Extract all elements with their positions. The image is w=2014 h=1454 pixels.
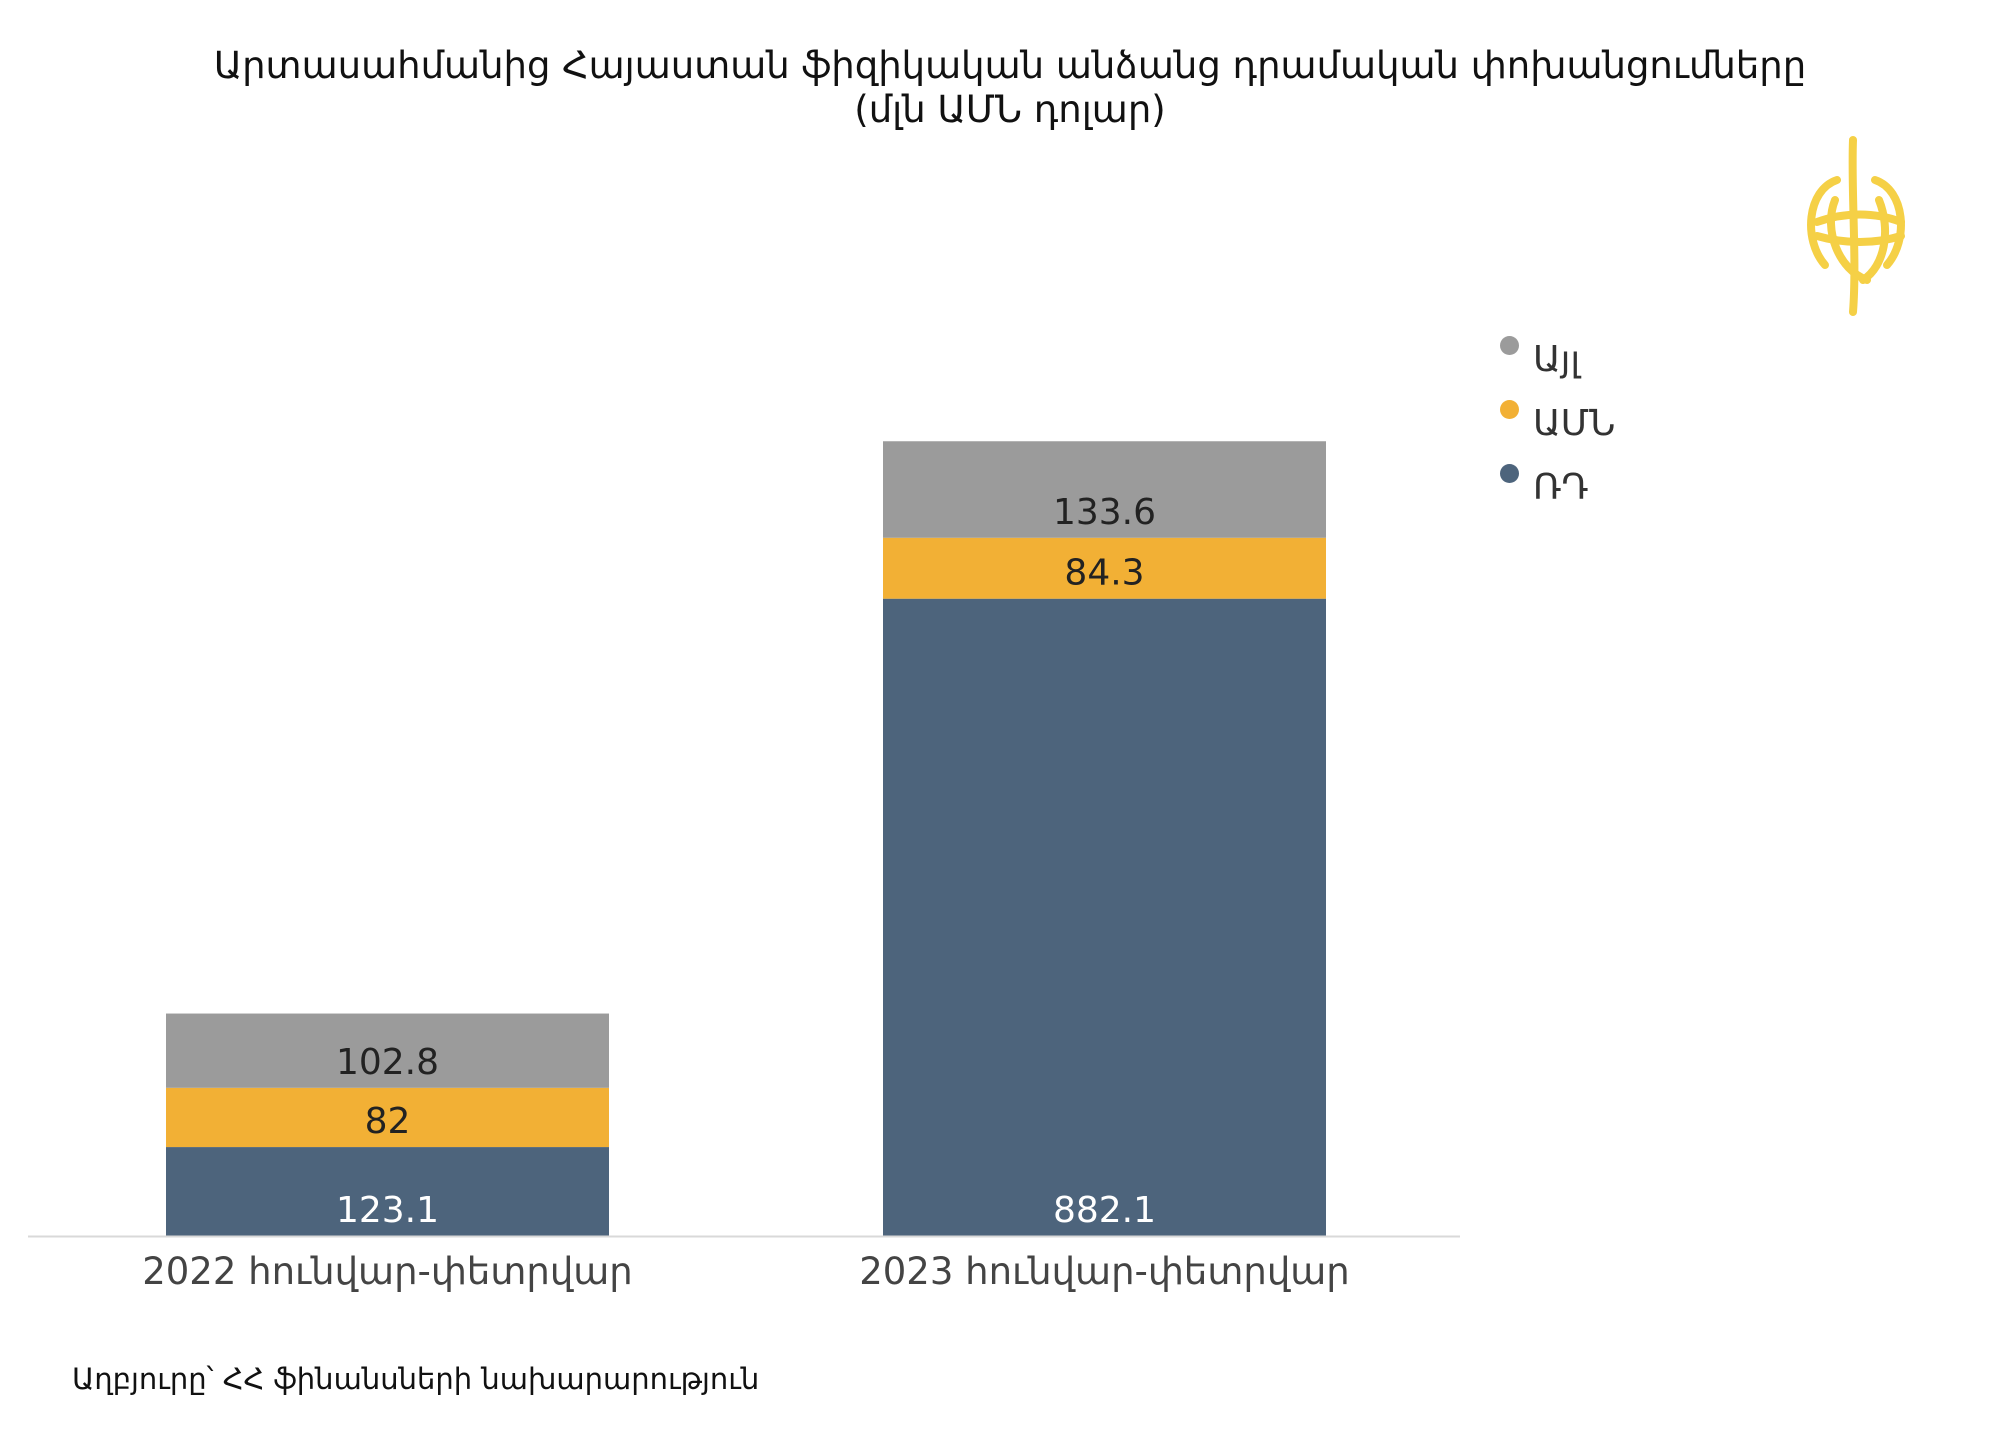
legend-item: ԱՄՆ <box>1500 394 1615 458</box>
legend-marker <box>1500 400 1519 419</box>
bar-segment <box>883 441 1326 538</box>
legend-marker <box>1500 464 1519 483</box>
data-label: 882.1 <box>1053 1190 1156 1231</box>
legend-item: ՌԴ <box>1500 458 1615 522</box>
data-label: 123.1 <box>336 1190 439 1231</box>
source-note: Աղբյուրը՝ ՀՀ ֆինանսների նախարարություն <box>72 1362 760 1396</box>
data-label: 102.8 <box>336 1042 439 1083</box>
bar-segment <box>166 1147 609 1236</box>
data-label: 82 <box>365 1101 411 1142</box>
chart-legend: Այլ ԱՄՆ ՌԴ <box>1500 330 1615 522</box>
chart-subtitle: (մլն ԱՄՆ դոլար) <box>854 88 1166 131</box>
legend-marker <box>1500 336 1519 355</box>
stacked-bar-chart: 123.1 82 102.8 2022 հունվար-փետրվար 882.1 84.… <box>28 441 1460 1293</box>
bar-segment <box>883 537 1326 599</box>
x-tick-label: 2022 հունվար-փետրվար <box>142 1250 633 1293</box>
data-label: 84.3 <box>1064 553 1144 594</box>
legend-label: Այլ <box>1533 339 1581 380</box>
legend-item: Այլ <box>1500 330 1615 394</box>
x-tick-label: 2023 հունվար-փետրվար <box>859 1250 1350 1293</box>
bar-segment <box>166 1087 609 1148</box>
bar-segment <box>166 1013 609 1088</box>
bar-segment <box>883 598 1326 1236</box>
chart-title-block: Արտասահմանից Հայաստան ֆիզիկական անձանց դ… <box>200 44 1820 132</box>
chart-title: Արտասահմանից Հայաստան ֆիզիկական անձանց դ… <box>213 44 1807 87</box>
legend-label: ԱՄՆ <box>1533 403 1616 444</box>
yellow-emblem-icon <box>1807 136 1905 316</box>
legend-label: ՌԴ <box>1533 467 1589 508</box>
data-label: 133.6 <box>1053 492 1156 533</box>
